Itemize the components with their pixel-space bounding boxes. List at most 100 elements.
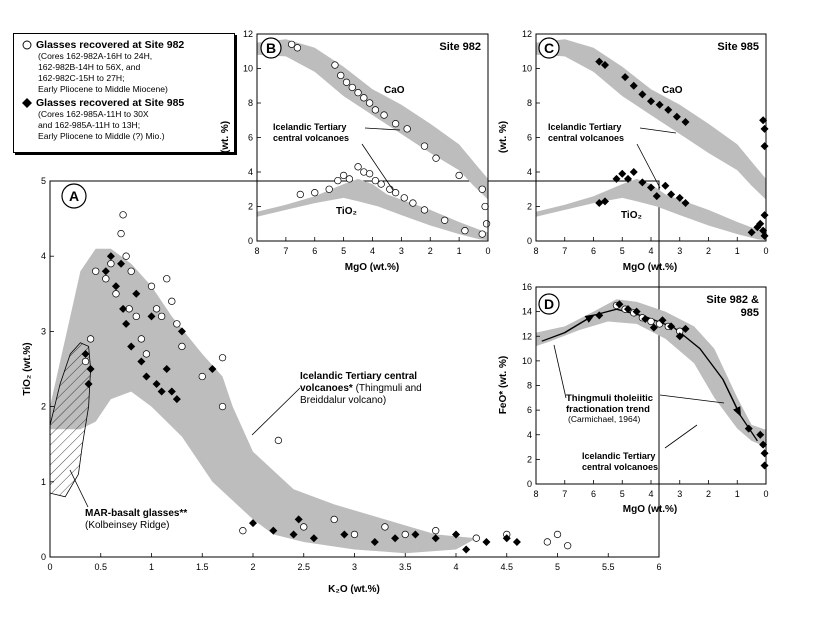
site982-point xyxy=(432,527,440,535)
site982-point xyxy=(420,142,429,150)
panel-c-ylabel: (wt. %) xyxy=(498,121,509,153)
panel-b-xtick-label: 8 xyxy=(254,246,259,256)
panel-d-ytick-label: 10 xyxy=(522,356,532,366)
site985-point xyxy=(658,316,667,325)
site982-point xyxy=(371,106,380,114)
site982-point xyxy=(354,163,362,171)
site982-point xyxy=(478,185,486,193)
panel-c-leader-2 xyxy=(636,143,661,189)
site985-point xyxy=(667,190,676,199)
panel-c-leader-1 xyxy=(639,127,677,134)
trend-arrow-icon xyxy=(722,379,741,417)
site982-point xyxy=(482,220,491,228)
panel-b-ylabel: (wt. %) xyxy=(220,121,231,153)
panel-a-ytick-label: 5 xyxy=(41,176,46,186)
site982-point xyxy=(218,402,227,411)
panel-d-ann-2: central volcanoes xyxy=(582,462,658,472)
site982-point xyxy=(157,312,166,321)
site982-point xyxy=(432,154,440,162)
site985-point xyxy=(340,530,349,539)
panel-d-ytick-label: 4 xyxy=(527,430,532,440)
panel-d-trend-3: (Carmichael, 1964) xyxy=(568,414,640,424)
site985-point xyxy=(638,178,647,187)
site985-point xyxy=(632,307,641,316)
site985-point xyxy=(106,252,115,261)
panel-b-ytick-label: 10 xyxy=(243,64,253,74)
site985-point xyxy=(672,112,681,121)
panel-d-site-2: 985 xyxy=(741,307,759,319)
site985-point xyxy=(157,387,166,396)
panel-d-xlabel: MgO (wt.%) xyxy=(623,504,677,515)
site985-point xyxy=(512,537,521,546)
panel-d-xtick-label: 8 xyxy=(533,489,538,499)
panel-b-ann-1: Icelandic Tertiary xyxy=(273,122,346,132)
site985-point xyxy=(137,357,146,366)
site982-point xyxy=(472,534,480,542)
panel-a-ann-icelandic-2: volcanoes* (Thingmuli and xyxy=(300,383,422,394)
site985-point xyxy=(86,365,95,373)
open-circle-icon xyxy=(22,40,32,50)
panel-a-xtick-label: 4.5 xyxy=(500,562,513,572)
site985-point xyxy=(647,97,655,106)
site982-point xyxy=(92,267,100,275)
panel-b-xtick-label: 2 xyxy=(428,246,433,256)
site985-point xyxy=(760,124,769,133)
site982-point xyxy=(403,125,411,133)
site985-point xyxy=(675,332,684,341)
site985-point xyxy=(411,530,420,539)
site985-point xyxy=(760,449,769,458)
panel-c-xtick-label: 8 xyxy=(533,246,538,256)
site985-point xyxy=(629,168,638,176)
panel-d-ylabel: FeO* (wt. %) xyxy=(498,356,509,414)
site985-point xyxy=(760,231,769,240)
panel-b-leader-2 xyxy=(361,143,394,191)
panel-a-badge xyxy=(61,183,87,209)
site982-point xyxy=(481,202,489,211)
legend-site982-label: Glasses recovered at Site 982 xyxy=(36,39,185,51)
site982-point xyxy=(142,350,151,358)
panel-c-ytick-label: 0 xyxy=(527,236,532,246)
site982-point xyxy=(350,530,359,539)
panel-c-xtick-label: 4 xyxy=(648,246,653,256)
site985-point xyxy=(309,534,318,543)
site982-point xyxy=(288,40,296,48)
site985-point xyxy=(431,534,440,543)
site982-point xyxy=(647,317,655,326)
panel-a-ytick-label: 0 xyxy=(41,552,46,562)
site982-point xyxy=(102,275,110,283)
panel-d-xtick-label: 3 xyxy=(677,489,682,499)
mar-field-hatched xyxy=(49,342,92,498)
site982-point xyxy=(86,335,95,343)
site985-point xyxy=(152,380,161,389)
site985-point xyxy=(294,515,303,524)
site982-point xyxy=(300,523,308,531)
panel-b-letter: B xyxy=(266,40,276,56)
site985-point xyxy=(756,430,765,439)
site982-point xyxy=(553,530,562,539)
panel-c-badge xyxy=(538,37,560,59)
site982-point xyxy=(342,78,351,86)
panel-b-ytick-label: 4 xyxy=(248,167,253,177)
site985-point xyxy=(595,311,604,320)
panel-c-ytick-label: 4 xyxy=(527,167,532,177)
site982-point xyxy=(107,260,115,268)
panel-d-xtick-label: 7 xyxy=(562,489,567,499)
site985-point xyxy=(747,228,756,237)
panel-c-xtick-label: 6 xyxy=(591,246,596,256)
site985-point xyxy=(655,100,664,109)
site985-point xyxy=(208,365,217,373)
panel-c-ann-1: Icelandic Tertiary xyxy=(548,122,621,132)
site982-point xyxy=(330,515,338,524)
site982-point xyxy=(173,320,181,328)
panel-c-ytick-label: 12 xyxy=(522,29,532,39)
site982-point xyxy=(132,312,140,321)
site982-point xyxy=(391,189,400,197)
site982-point xyxy=(127,267,135,275)
site985-point xyxy=(759,440,768,449)
panel-d-ytick-label: 0 xyxy=(527,479,532,489)
site982-point xyxy=(400,194,408,202)
site985-point xyxy=(759,116,768,125)
site985-point xyxy=(269,526,278,535)
panel-b-ytick-label: 8 xyxy=(248,98,253,108)
